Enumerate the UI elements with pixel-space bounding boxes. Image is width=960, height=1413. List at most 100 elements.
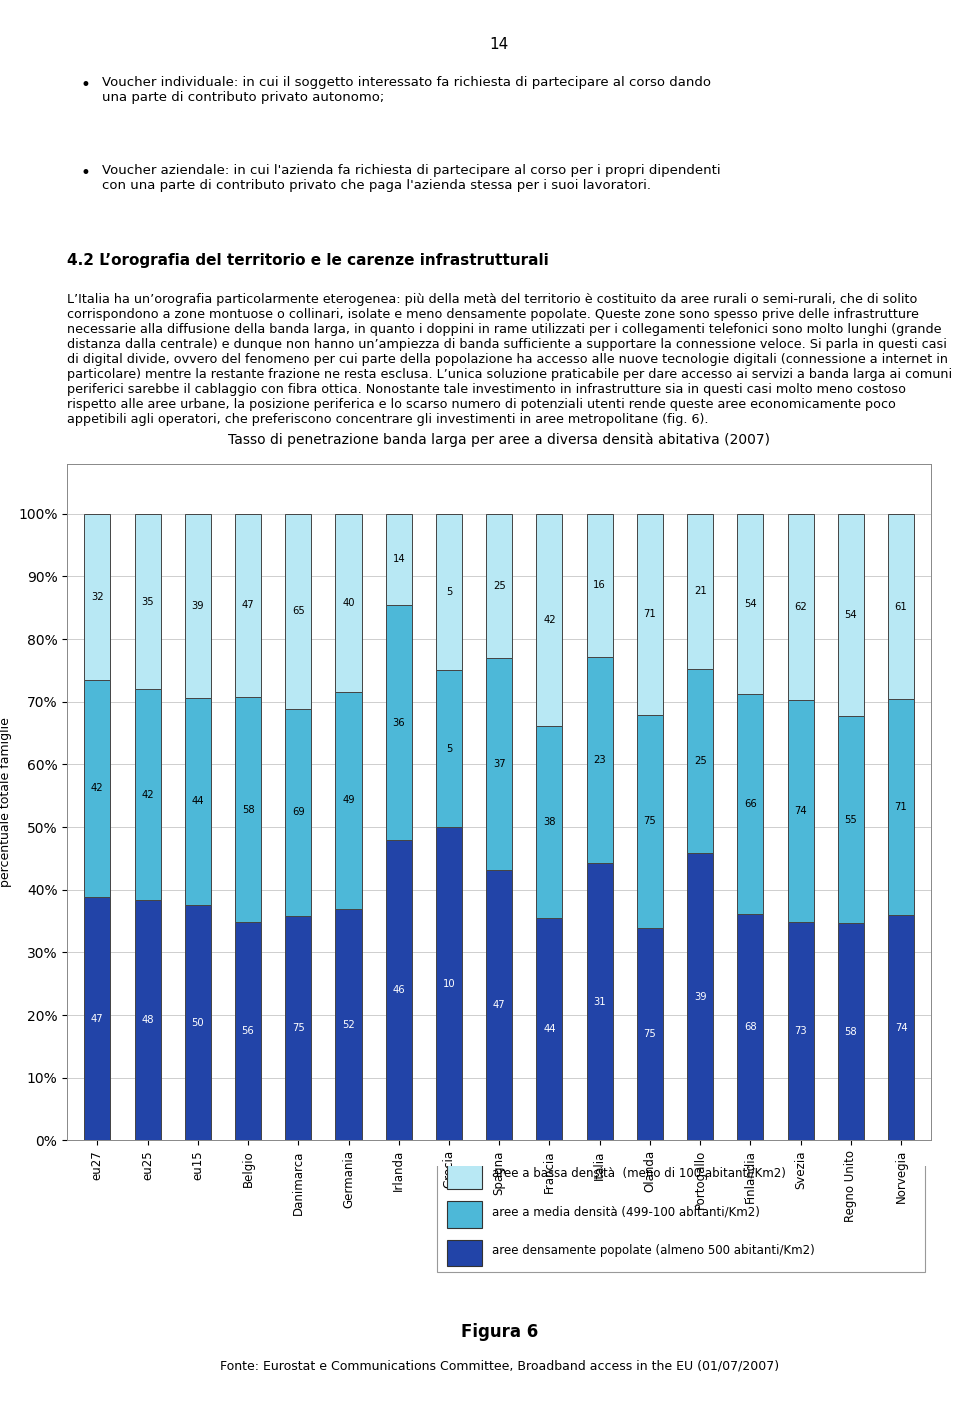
Bar (134, 514, 160, 690)
Text: 62: 62 (794, 602, 807, 612)
Text: aree densamente popolate (almeno 500 abitanti/Km2): aree densamente popolate (almeno 500 abi… (492, 1243, 815, 1258)
Bar (787, 699, 814, 921)
Text: Voucher aziendale: in cui l'azienda fa richiesta di partecipare al corso per i p: Voucher aziendale: in cui l'azienda fa r… (102, 164, 720, 192)
Text: 42: 42 (543, 615, 556, 625)
Bar (587, 514, 612, 657)
Text: 65: 65 (292, 606, 304, 616)
Text: 46: 46 (393, 985, 405, 995)
Bar (737, 694, 763, 914)
Bar (687, 668, 713, 853)
Bar (486, 870, 513, 1140)
Text: 36: 36 (393, 718, 405, 728)
Text: 32: 32 (91, 592, 104, 602)
Bar (636, 514, 663, 715)
Text: 55: 55 (845, 815, 857, 825)
Bar (386, 841, 412, 1140)
Bar (436, 514, 462, 670)
Bar (537, 726, 563, 918)
Text: 5: 5 (445, 588, 452, 598)
Text: Fonte: Eurostat e Communications Committee, Broadband access in the EU (01/07/20: Fonte: Eurostat e Communications Committ… (220, 1359, 779, 1372)
Text: 4.2 L’orografia del territorio e le carenze infrastrutturali: 4.2 L’orografia del territorio e le care… (67, 253, 549, 268)
Bar (737, 914, 763, 1140)
Text: 23: 23 (593, 755, 606, 764)
Bar (335, 691, 362, 910)
Text: 39: 39 (694, 992, 707, 1002)
Text: 48: 48 (141, 1015, 154, 1024)
Bar (737, 514, 763, 694)
Text: 75: 75 (292, 1023, 304, 1033)
Text: 54: 54 (744, 599, 756, 609)
Text: 75: 75 (643, 817, 657, 827)
Text: 44: 44 (192, 796, 204, 807)
Text: •: • (80, 164, 90, 182)
Bar (486, 657, 513, 870)
Text: 69: 69 (292, 807, 304, 817)
Text: 52: 52 (342, 1020, 355, 1030)
Bar (787, 921, 814, 1140)
Bar (687, 514, 713, 668)
Text: 68: 68 (744, 1022, 756, 1031)
Bar (84, 680, 110, 897)
Bar (84, 514, 110, 680)
Bar (134, 900, 160, 1140)
Text: Figura 6: Figura 6 (461, 1323, 538, 1341)
Text: 35: 35 (141, 596, 154, 606)
Text: 74: 74 (794, 805, 807, 815)
Bar (838, 923, 864, 1140)
Bar (235, 514, 261, 697)
Bar (436, 827, 462, 1140)
Bar (285, 916, 311, 1140)
Text: 10: 10 (443, 979, 455, 989)
Bar (888, 916, 914, 1140)
Text: 47: 47 (242, 601, 254, 610)
Y-axis label: percentuale totale famiglie: percentuale totale famiglie (0, 718, 12, 887)
Text: •: • (80, 76, 90, 93)
Text: 74: 74 (895, 1023, 907, 1033)
Text: 25: 25 (492, 581, 506, 591)
Text: 56: 56 (242, 1026, 254, 1037)
Bar (838, 514, 864, 716)
Text: Voucher individuale: in cui il soggetto interessato fa richiesta di partecipare : Voucher individuale: in cui il soggetto … (102, 76, 710, 103)
Text: 47: 47 (492, 1000, 506, 1010)
Bar (486, 514, 513, 657)
Bar (636, 928, 663, 1140)
Title: Tasso di penetrazione banda larga per aree a diversa densità abitativa (2007): Tasso di penetrazione banda larga per ar… (228, 432, 770, 447)
Text: 58: 58 (845, 1027, 857, 1037)
Text: 47: 47 (91, 1013, 104, 1024)
Bar (335, 514, 362, 691)
Text: 14: 14 (490, 37, 509, 52)
FancyBboxPatch shape (447, 1201, 482, 1228)
Text: 16: 16 (593, 581, 606, 591)
Text: 75: 75 (643, 1029, 657, 1039)
Text: 39: 39 (191, 601, 204, 610)
Bar (838, 716, 864, 923)
Bar (436, 670, 462, 827)
FancyBboxPatch shape (447, 1163, 482, 1188)
Bar (537, 918, 563, 1140)
Bar (335, 910, 362, 1140)
Text: 61: 61 (895, 602, 907, 612)
Bar (184, 698, 211, 904)
Bar (587, 863, 612, 1140)
Text: 71: 71 (895, 803, 907, 812)
Text: 44: 44 (543, 1024, 556, 1034)
Bar (537, 514, 563, 726)
Text: 71: 71 (643, 609, 657, 619)
Bar (235, 697, 261, 923)
Text: L’Italia ha un’orografia particolarmente eterogenea: più della metà del territor: L’Italia ha un’orografia particolarmente… (67, 292, 952, 427)
Text: 21: 21 (694, 586, 707, 596)
Text: 5: 5 (445, 743, 452, 753)
Bar (184, 514, 211, 698)
Text: 38: 38 (543, 817, 556, 827)
Bar (687, 853, 713, 1140)
FancyBboxPatch shape (447, 1239, 482, 1266)
Text: 58: 58 (242, 804, 254, 815)
Text: 14: 14 (393, 554, 405, 564)
Text: 73: 73 (794, 1026, 807, 1036)
Text: 40: 40 (343, 598, 355, 608)
Bar (84, 897, 110, 1140)
Text: 25: 25 (694, 756, 707, 766)
Bar (285, 514, 311, 709)
Text: aree a bassa densità  (meno di 100 abitanti/Km2): aree a bassa densità (meno di 100 abitan… (492, 1167, 786, 1180)
Bar (587, 657, 612, 863)
